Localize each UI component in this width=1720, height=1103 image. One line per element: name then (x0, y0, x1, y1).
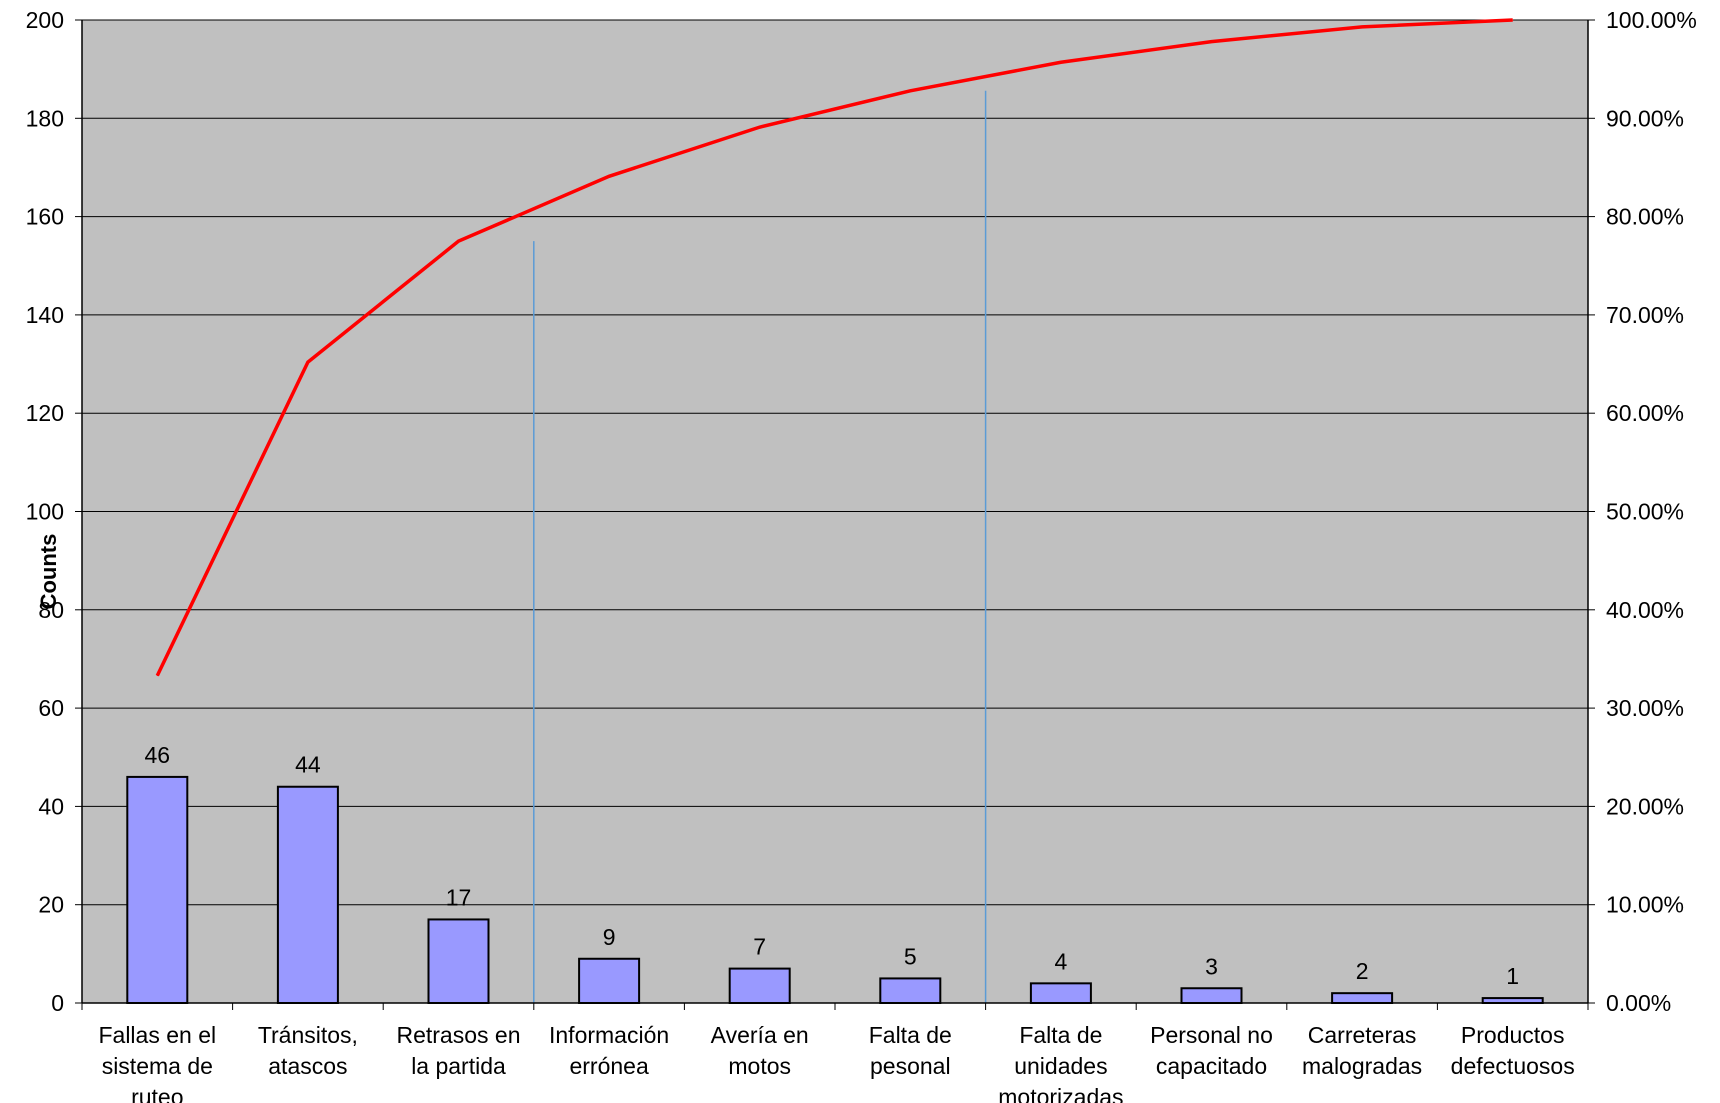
category-label-line: ruteo (131, 1084, 183, 1103)
category-label-line: motos (728, 1053, 791, 1079)
y2-tick-label: 90.00% (1606, 105, 1684, 131)
cumulative-point (1512, 19, 1514, 21)
y2-axis-ticks: 0.00% 10.00% 20.00% 30.00% 40.00% 50.00% 60.00… (1606, 7, 1697, 1016)
axes (75, 19, 1595, 1010)
cumulative-point (909, 90, 911, 92)
category-label-line: atascos (268, 1053, 347, 1079)
bar (1180, 987, 1243, 1005)
bar (126, 775, 189, 1004)
cumulative-point (1361, 26, 1363, 28)
y-tick-label: 180 (26, 105, 64, 131)
y-tick-label: 160 (26, 204, 64, 230)
y2-tick-label: 10.00% (1606, 892, 1684, 918)
category-label-line: sistema de (102, 1053, 213, 1079)
category-label: Falta de pesonal (869, 1022, 952, 1079)
cumulative-point (458, 240, 459, 242)
bar-series (126, 775, 1544, 1005)
category-label-line: Falta de (1019, 1022, 1102, 1048)
y2-tick-label: 40.00% (1606, 597, 1684, 623)
cumulative-point (608, 175, 610, 177)
cumulative-point (1060, 61, 1062, 63)
y-tick-label: 100 (26, 499, 64, 525)
bar (728, 967, 791, 1004)
y-tick-label: 80 (38, 597, 64, 623)
category-label: Productos defectuosos (1451, 1022, 1575, 1079)
cumulative-point (759, 126, 761, 128)
y-tick-label: 60 (38, 695, 64, 721)
category-label: Fallas en el sistema de ruteo (98, 1022, 216, 1103)
category-label-line: Productos (1461, 1022, 1565, 1048)
category-labels: Fallas en el sistema de ruteo Tránsitos, ata… (98, 1022, 1574, 1103)
reference-lines (533, 90, 987, 1003)
bar-data-label: 7 (753, 934, 766, 960)
bar-data-label: 1 (1506, 963, 1519, 989)
cumulative-line-series (155, 18, 1514, 677)
bar-data-label: 3 (1205, 953, 1218, 979)
y2-tick-label: 100.00% (1606, 7, 1697, 33)
category-label-line: unidades (1014, 1053, 1107, 1079)
bar-data-labels: 46 44 17 9 7 5 4 3 2 1 (145, 742, 1520, 989)
bar-data-label: 2 (1356, 958, 1369, 984)
y-tick-label: 120 (26, 400, 64, 426)
category-label: Tránsitos, atascos (258, 1022, 358, 1079)
y2-tick-label: 70.00% (1606, 302, 1684, 328)
y2-tick-label: 60.00% (1606, 400, 1684, 426)
bar-data-label: 46 (145, 742, 171, 768)
bar (1331, 992, 1394, 1004)
y2-tick-label: 50.00% (1606, 499, 1684, 525)
y-tick-label: 20 (38, 892, 64, 918)
bar (1029, 982, 1092, 1005)
y-tick-label: 40 (38, 793, 64, 819)
y-tick-label: 140 (26, 302, 64, 328)
y-tick-label: 0 (51, 990, 64, 1016)
y2-tick-label: 20.00% (1606, 793, 1684, 819)
category-label-line: Avería en (711, 1022, 809, 1048)
cumulative-line (155, 18, 1513, 677)
y2-tick-label: 0.00% (1606, 990, 1671, 1016)
bar-data-label: 9 (603, 924, 616, 950)
category-label-line: Falta de (869, 1022, 952, 1048)
cumulative-point (307, 361, 309, 363)
category-label: Carreteras malogradas (1302, 1022, 1422, 1079)
y-axis-label: Counts (36, 534, 61, 610)
category-label-line: Carreteras (1308, 1022, 1417, 1048)
category-label: Falta de unidades motorizadas (998, 1022, 1123, 1103)
y2-tick-label: 30.00% (1606, 695, 1684, 721)
category-label-line: la partida (411, 1053, 506, 1079)
bar-data-label: 4 (1055, 948, 1068, 974)
category-label-line: motorizadas (998, 1084, 1123, 1103)
bar-data-label: 44 (295, 752, 321, 778)
category-label-line: Tránsitos, (258, 1022, 358, 1048)
bar (427, 918, 490, 1005)
category-label: Avería en motos (711, 1022, 809, 1079)
category-label-line: capacitado (1156, 1053, 1267, 1079)
category-label: Retrasos en la partida (396, 1022, 520, 1079)
category-label-line: malogradas (1302, 1053, 1422, 1079)
category-label-line: pesonal (870, 1053, 951, 1079)
y2-tick-label: 80.00% (1606, 204, 1684, 230)
bar (578, 957, 641, 1005)
y-axis-ticks: 0 20 40 60 80 100 120 140 160 180 200 (26, 7, 64, 1016)
bar (879, 977, 942, 1004)
category-label-line: errónea (569, 1053, 648, 1079)
bar-data-label: 17 (446, 884, 472, 910)
cumulative-point (156, 675, 158, 677)
cumulative-point (1211, 41, 1212, 43)
category-label-line: Información (549, 1022, 669, 1048)
category-label-line: Fallas en el (98, 1022, 216, 1048)
category-label-line: Retrasos en (396, 1022, 520, 1048)
y-tick-label: 200 (26, 7, 64, 33)
category-label-line: defectuosos (1451, 1053, 1575, 1079)
bar (276, 785, 339, 1004)
category-label: Información errónea (549, 1022, 669, 1079)
category-label: Personal no capacitado (1150, 1022, 1273, 1079)
category-label-line: Personal no (1150, 1022, 1273, 1048)
bar-data-label: 5 (904, 943, 917, 969)
